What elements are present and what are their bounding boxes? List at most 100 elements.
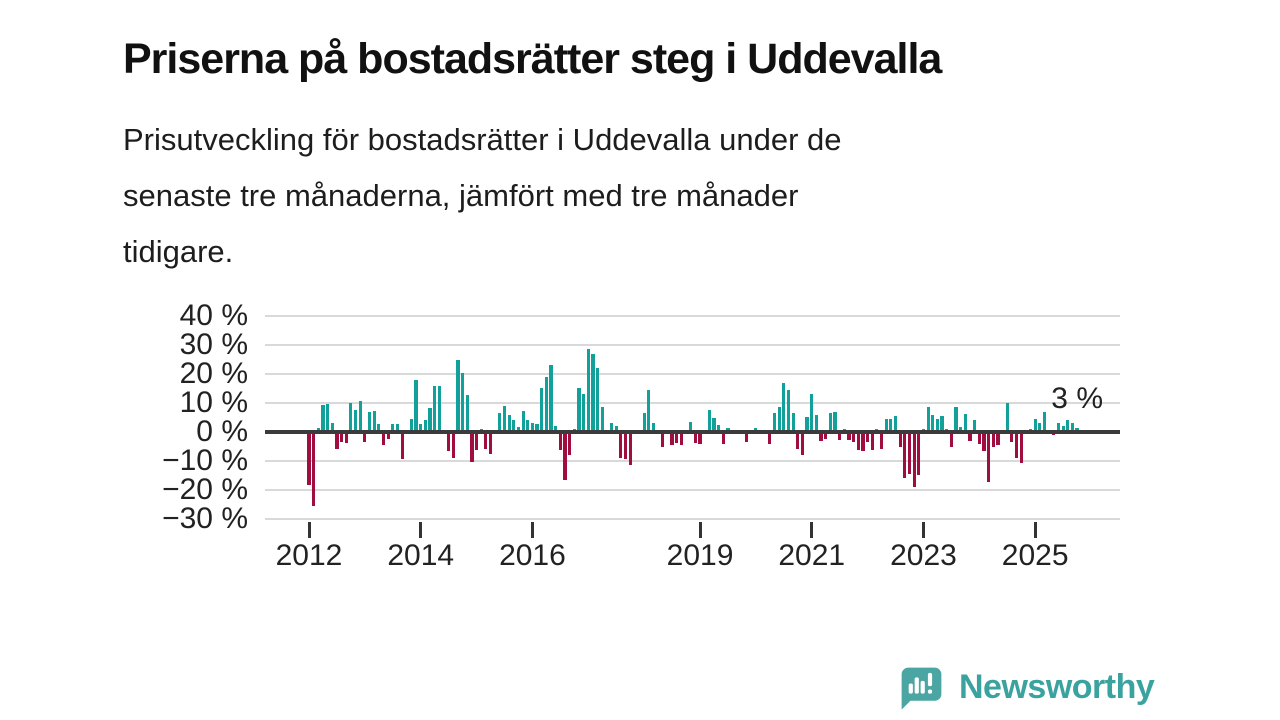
bar-negative (628, 434, 632, 465)
bar-negative (838, 434, 842, 441)
chart-subtitle: Prisutveckling för bostadsrätter i Uddev… (123, 112, 1113, 280)
plot-area (265, 300, 1120, 525)
bar-positive (926, 407, 930, 432)
bar-negative (879, 434, 884, 449)
bar-negative (977, 434, 981, 444)
bar-positive (461, 373, 465, 432)
bar-positive (1038, 423, 1042, 432)
bar-positive (544, 376, 548, 432)
bar-positive (940, 416, 944, 432)
bar-positive (1066, 419, 1070, 432)
bar-negative (856, 434, 860, 451)
bar-negative (824, 434, 828, 440)
bar-negative (484, 434, 488, 449)
bar-positive (1005, 402, 1009, 432)
bar-positive (591, 354, 595, 432)
bar-positive (833, 411, 837, 432)
bar-positive (456, 359, 460, 432)
bar-positive (1070, 422, 1074, 432)
bar-positive (791, 413, 795, 432)
latest-value-annotation: 3 % (1051, 382, 1103, 415)
subtitle-line-1: Prisutveckling för bostadsrätter i Uddev… (123, 122, 842, 157)
bar-positive (549, 364, 553, 432)
y-axis-label: −20 % (162, 473, 248, 507)
bar-negative (870, 434, 874, 451)
bar-positive (465, 395, 469, 432)
bar-negative (488, 434, 493, 454)
bar-positive (712, 418, 716, 432)
bar-negative (670, 434, 674, 445)
zero-axis-line (265, 430, 1120, 434)
bar-negative (861, 434, 865, 452)
bar-negative (903, 434, 907, 479)
bar-negative (744, 434, 749, 442)
bar-negative (675, 434, 679, 443)
bar-positive (884, 418, 888, 432)
bar-negative (907, 434, 912, 474)
bar-positive (512, 419, 516, 432)
bar-positive (814, 415, 818, 432)
bar-positive (596, 367, 600, 432)
bar-positive (530, 422, 535, 432)
bar-negative (568, 434, 572, 455)
bar-positive (963, 413, 967, 432)
bar-negative (796, 434, 800, 450)
bar-positive (516, 426, 521, 432)
y-axis-label: 20 % (179, 356, 248, 390)
bar-negative (996, 434, 1000, 446)
bar-positive (954, 406, 958, 432)
bar-positive (717, 425, 721, 432)
bar-negative (698, 434, 702, 444)
bar-positive (726, 427, 730, 432)
bar-positive (647, 390, 651, 432)
x-axis-tick (419, 522, 423, 538)
bar-positive (754, 427, 758, 432)
gridline (265, 518, 1120, 521)
bar-negative (912, 434, 916, 487)
x-axis-tick (698, 522, 702, 538)
bar-negative (852, 434, 856, 442)
bar-positive (777, 406, 781, 432)
bar-negative (721, 434, 725, 445)
bar-positive (805, 417, 809, 432)
bar-negative (917, 434, 921, 476)
bar-positive (423, 419, 427, 432)
bar-positive (707, 410, 711, 432)
bar-negative (558, 434, 562, 451)
bar-positive (642, 412, 646, 432)
bar-positive (433, 386, 437, 432)
bar-positive (577, 387, 581, 432)
bar-negative (623, 434, 628, 460)
bar-negative (344, 434, 348, 443)
bar-negative (991, 434, 995, 448)
x-axis-label: 2014 (387, 539, 455, 572)
bar-positive (372, 411, 376, 432)
bar-negative (447, 434, 451, 452)
bar-positive (521, 411, 525, 432)
x-axis-label: 2019 (666, 539, 734, 572)
bar-positive (600, 407, 604, 432)
bar-positive (893, 416, 898, 432)
bar-negative (987, 434, 991, 482)
bar-positive (959, 426, 963, 432)
y-axis-label: 10 % (179, 385, 248, 419)
bar-positive (973, 419, 977, 432)
bar-positive (498, 412, 502, 432)
x-axis-label: 2012 (275, 539, 343, 572)
bar-positive (535, 424, 539, 432)
bar-positive (828, 413, 832, 432)
x-axis-tick (921, 522, 925, 538)
bar-negative (679, 434, 683, 446)
bar-positive (540, 388, 544, 432)
bar-negative (768, 434, 772, 444)
bar-negative (1052, 434, 1056, 436)
bar-negative (386, 434, 390, 440)
bar-negative (949, 434, 953, 448)
x-axis-label: 2023 (890, 539, 957, 572)
bar-positive (889, 418, 893, 432)
subtitle-line-3: tidigare. (123, 234, 234, 269)
bar-positive (502, 406, 507, 432)
gridline (265, 460, 1120, 463)
x-axis-tick (530, 522, 534, 538)
